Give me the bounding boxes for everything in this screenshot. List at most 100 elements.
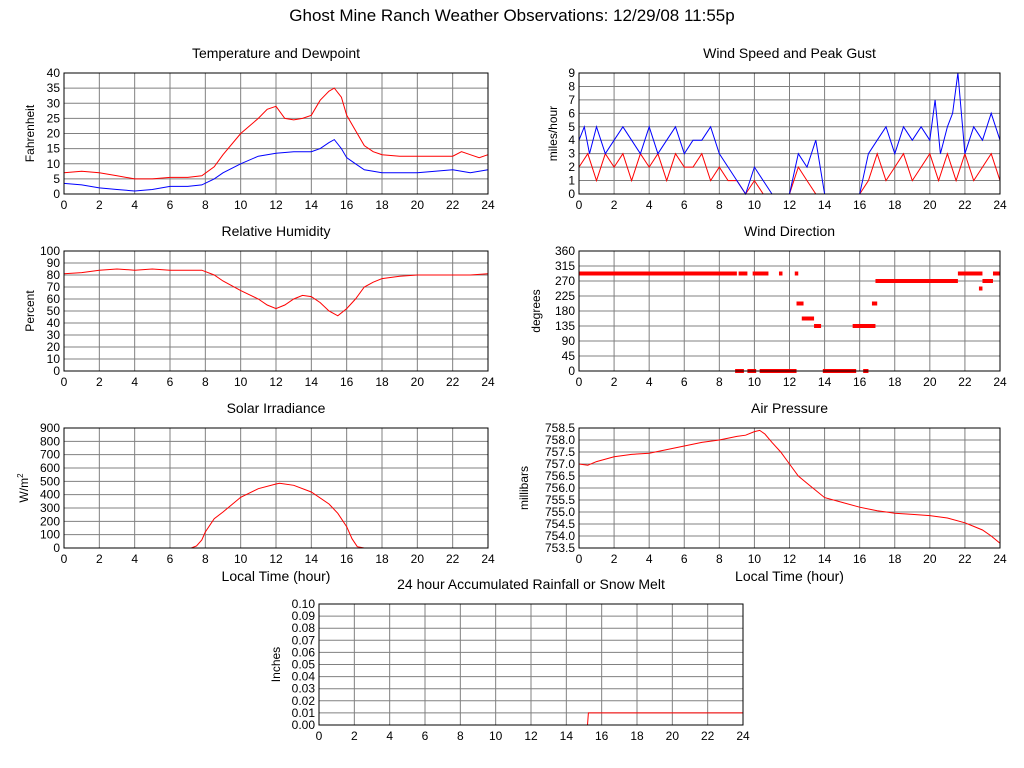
y-tick-label: 700 (40, 448, 60, 462)
chart-title: Wind Direction (744, 223, 835, 239)
y-tick-label: 0.01 (292, 706, 316, 720)
y-tick-label: 315 (555, 259, 575, 273)
x-tick-label: 12 (783, 552, 797, 566)
chart-air-pressure: Air Pressure millibars Local Time (hour)… (517, 400, 1007, 584)
y-tick-label: 0.05 (292, 658, 316, 672)
y-tick-label: 10 (47, 157, 61, 171)
plot-frame (578, 72, 1001, 195)
y-tick-label: 0.09 (292, 609, 316, 623)
y-axis-label-text: W/m (17, 478, 31, 503)
x-tick-label: 10 (748, 552, 762, 566)
x-tick-label: 10 (234, 552, 248, 566)
x-tick-label: 2 (96, 198, 103, 212)
x-tick-label: 12 (524, 729, 538, 743)
series-line-1 (63, 138, 489, 192)
x-tick-label: 20 (923, 198, 937, 212)
x-tick-label: 16 (853, 375, 867, 389)
y-tick-label: 35 (47, 81, 61, 95)
y-tick-label: 5 (53, 172, 60, 186)
x-tick-label: 0 (576, 198, 583, 212)
y-tick-label: 0 (53, 364, 60, 378)
x-tick-label: 10 (748, 375, 762, 389)
x-tick-label: 18 (375, 375, 389, 389)
direction-mark (794, 271, 799, 276)
series-line-0 (578, 429, 1001, 544)
y-tick-label: 0 (568, 187, 575, 201)
y-tick-label: 4 (568, 133, 575, 147)
direction-mark (738, 271, 748, 276)
chart-title: Wind Speed and Peak Gust (703, 45, 876, 61)
x-tick-label: 6 (167, 375, 174, 389)
y-tick-label: 270 (555, 274, 575, 288)
x-tick-label: 22 (958, 375, 972, 389)
x-tick-label: 14 (305, 375, 319, 389)
x-tick-label: 22 (958, 198, 972, 212)
y-tick-label: 60 (47, 292, 61, 306)
chart-title: 24 hour Accumulated Rainfall or Snow Mel… (397, 576, 665, 592)
chart-solar-irradiance: Solar Irradiance W/m2 Local Time (hour) … (16, 400, 495, 584)
x-tick-label: 14 (560, 729, 574, 743)
plot-frame (318, 603, 744, 726)
y-tick-label: 754.5 (545, 517, 575, 531)
y-tick-label: 0 (53, 187, 60, 201)
y-tick-label: 80 (47, 268, 61, 282)
chart-title: Temperature and Dewpoint (192, 45, 360, 61)
x-tick-label: 8 (716, 198, 723, 212)
direction-mark (796, 301, 804, 306)
y-tick-label: 0.03 (292, 682, 316, 696)
y-tick-label: 0.04 (292, 670, 316, 684)
x-tick-label: 4 (131, 198, 138, 212)
y-tick-label: 9 (568, 66, 575, 80)
x-tick-label: 22 (446, 198, 460, 212)
y-tick-label: 0 (568, 364, 575, 378)
x-tick-label: 18 (375, 552, 389, 566)
series-line-0 (64, 482, 488, 549)
x-tick-label: 2 (611, 198, 618, 212)
x-tick-label: 24 (993, 552, 1007, 566)
x-tick-label: 6 (681, 198, 688, 212)
y-tick-label: 758.0 (545, 433, 575, 447)
y-tick-label: 2 (568, 160, 575, 174)
y-tick-label: 40 (47, 66, 61, 80)
x-tick-label: 6 (167, 198, 174, 212)
x-tick-label: 0 (576, 375, 583, 389)
y-tick-label: 15 (47, 142, 61, 156)
y-tick-label: 753.5 (545, 541, 575, 555)
x-tick-label: 4 (131, 552, 138, 566)
x-tick-label: 12 (783, 198, 797, 212)
y-tick-label: 1 (568, 174, 575, 188)
x-tick-label: 6 (422, 729, 429, 743)
y-axis-label-superscript: 2 (16, 473, 25, 478)
x-tick-label: 4 (131, 375, 138, 389)
y-tick-label: 900 (40, 421, 60, 435)
y-tick-label: 754.0 (545, 529, 575, 543)
x-tick-label: 10 (748, 198, 762, 212)
direction-mark (752, 271, 769, 276)
chart-relative-humidity: Relative Humidity Percent 0 2 4 6 8 10 12 14 16 1… (23, 223, 495, 389)
chart-title: Air Pressure (751, 400, 828, 416)
y-tick-label: 7 (568, 93, 575, 107)
x-tick-label: 4 (646, 552, 653, 566)
x-tick-label: 20 (923, 375, 937, 389)
chart-wind-direction: Wind Direction degrees 0 2 4 6 8 10 12 14 16 18 20… (529, 223, 1007, 389)
chart-title: Solar Irradiance (227, 400, 326, 416)
x-tick-label: 24 (736, 729, 750, 743)
x-tick-label: 2 (351, 729, 358, 743)
x-tick-label: 0 (61, 552, 68, 566)
x-tick-label: 16 (853, 552, 867, 566)
x-tick-label: 12 (269, 198, 283, 212)
x-tick-label: 6 (681, 552, 688, 566)
y-axis-label: W/m2 (16, 473, 31, 503)
x-tick-label: 24 (993, 375, 1007, 389)
x-tick-label: 18 (888, 198, 902, 212)
y-axis-label: millibars (517, 466, 531, 510)
y-tick-label: 755.0 (545, 505, 575, 519)
x-tick-label: 8 (202, 375, 209, 389)
x-axis-label: Local Time (hour) (735, 568, 844, 584)
x-tick-label: 22 (701, 729, 715, 743)
x-tick-label: 4 (646, 375, 653, 389)
direction-mark (852, 324, 876, 328)
y-tick-label: 800 (40, 434, 60, 448)
y-tick-label: 200 (40, 514, 60, 528)
